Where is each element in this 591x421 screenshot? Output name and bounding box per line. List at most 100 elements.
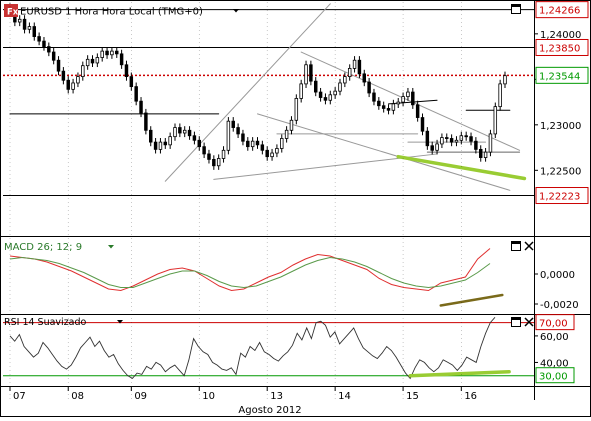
- y-tick-label: 1,23000: [540, 121, 581, 132]
- maximize-icon[interactable]: [511, 317, 521, 327]
- candle-body: [129, 76, 134, 88]
- price-label-box: [535, 38, 589, 56]
- macd-header[interactable]: MACD 26; 12; 9: [4, 242, 114, 253]
- candle-body: [493, 106, 498, 135]
- divergence-line: [396, 154, 527, 181]
- candle-body: [260, 144, 265, 151]
- candle-body: [42, 40, 46, 47]
- candle-body: [61, 70, 66, 81]
- candle-body: [105, 50, 109, 56]
- price-label-box: [535, 66, 589, 84]
- candle-body: [119, 53, 124, 66]
- candle-body: [27, 26, 32, 30]
- rsi-level-label: 70,00: [539, 319, 568, 330]
- candle-body: [445, 137, 449, 139]
- dropdown-arrow-icon[interactable]: [108, 245, 114, 249]
- time-tick-label: 16: [464, 391, 477, 402]
- y-tick-label: 1,24000: [540, 30, 581, 41]
- price-panel-header[interactable]: Fx EURUSD 1 Hora Hora Local (TMG+0): [4, 4, 239, 18]
- candle-body: [76, 76, 80, 84]
- candle-body: [309, 64, 313, 82]
- maximize-icon[interactable]: [511, 4, 521, 14]
- rsi-header[interactable]: RSI 14 Suavizado: [4, 317, 123, 328]
- candle-body: [202, 146, 206, 155]
- candle-body: [182, 129, 187, 134]
- candle-body: [178, 127, 182, 134]
- candle-body: [415, 104, 420, 118]
- candle-body: [362, 73, 366, 83]
- macd-title: MACD 26; 12; 9: [4, 242, 82, 253]
- candle-body: [265, 149, 269, 158]
- candle-body: [406, 91, 410, 98]
- candle-body: [381, 105, 386, 109]
- divergence-line: [439, 293, 504, 307]
- y-tick-label: 60,00: [540, 332, 569, 343]
- candle-body: [110, 50, 114, 56]
- candle-body: [173, 127, 177, 138]
- fx-badge-text: Fx: [7, 8, 19, 18]
- candle-body: [304, 64, 308, 85]
- candle-body: [275, 148, 279, 154]
- candle-body: [377, 100, 381, 107]
- candle-body: [158, 141, 163, 150]
- candle-body: [498, 83, 502, 108]
- candle-body: [144, 112, 148, 131]
- candle-body: [187, 129, 192, 137]
- candle-body: [221, 149, 226, 159]
- trendline: [164, 3, 331, 182]
- candle-body: [469, 136, 473, 142]
- close-icon[interactable]: [524, 241, 534, 251]
- candle-body: [100, 50, 104, 58]
- candle-body: [226, 120, 231, 151]
- rsi-series-line: [9, 317, 496, 380]
- candle-body: [318, 91, 323, 98]
- candle-body: [372, 92, 376, 102]
- candle-body: [246, 140, 250, 148]
- candle-body: [435, 143, 439, 151]
- candle-body: [168, 136, 172, 146]
- candle-body: [216, 158, 221, 167]
- rsi-axis: 70,00 30,00 60,00 40,00: [534, 314, 575, 384]
- candle-body: [71, 82, 75, 90]
- candle-body: [333, 90, 337, 96]
- candle-body: [153, 141, 158, 150]
- rsi-line: [9, 317, 496, 380]
- time-tick-label: 14: [338, 391, 351, 402]
- candle-body: [17, 18, 22, 23]
- rsi-panel: 70,00 30,00 60,00 40,00 RSI 14 Suavizado: [3, 314, 575, 384]
- macd-series-line: [9, 248, 491, 292]
- candle-body: [284, 129, 289, 139]
- close-icon[interactable]: [524, 317, 534, 327]
- candle-body: [411, 91, 415, 106]
- fx-badge-icon: [4, 4, 18, 17]
- dropdown-arrow-icon[interactable]: [117, 320, 123, 324]
- candle-body: [367, 81, 371, 94]
- price-panel: 1,24000 1,23000 1,22500 1,24266 1,23850 1,235…: [3, 1, 589, 205]
- price-label-text: 1,22223: [539, 192, 580, 203]
- candle-body: [115, 50, 119, 55]
- candle-body: [90, 58, 95, 64]
- candle-body: [163, 141, 168, 146]
- candle-body: [323, 97, 328, 101]
- time-tick-label: 09: [134, 391, 147, 402]
- trendline: [300, 51, 521, 151]
- macd-panel: 0,0000 -0,0020 MACD 26; 12; 9: [4, 241, 579, 311]
- candle-body: [294, 98, 299, 121]
- macd-axis: 0,0000 -0,0020: [534, 270, 579, 311]
- candle-body: [280, 138, 284, 149]
- candle-body: [81, 65, 85, 78]
- candle-body: [386, 108, 391, 111]
- y-tick-label: 1,22500: [540, 166, 581, 177]
- candle-body: [212, 158, 216, 167]
- candle-body: [464, 135, 468, 138]
- price-label-text: 1,23544: [539, 71, 580, 82]
- dropdown-arrow-icon[interactable]: [233, 9, 239, 13]
- y-tick-label: 0,0000: [540, 270, 575, 281]
- candle-body: [314, 80, 318, 93]
- price-label-box: [535, 1, 589, 19]
- candle-body: [32, 26, 36, 37]
- candlesticks: [8, 3, 507, 170]
- time-tick-label: 13: [270, 391, 283, 402]
- maximize-icon[interactable]: [511, 241, 521, 251]
